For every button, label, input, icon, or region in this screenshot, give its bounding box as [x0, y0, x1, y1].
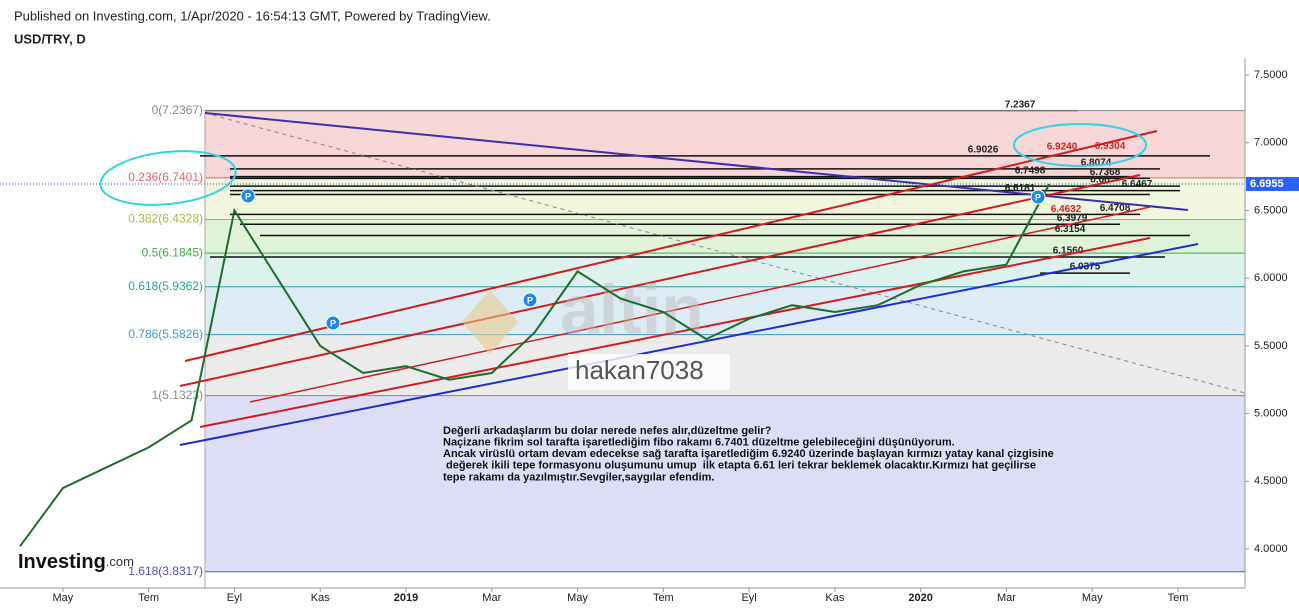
y-tick-label: 4.0000	[1254, 543, 1288, 555]
marker-label: P	[245, 191, 251, 201]
level-label: 6.8074	[1081, 157, 1112, 168]
header-symbol: USD/TRY, D	[14, 31, 86, 46]
watermarks: altin hakan7038	[462, 270, 730, 390]
header-published: Published on Investing.com, 1/Apr/2020 -…	[14, 8, 491, 23]
fib-band	[205, 253, 1245, 287]
y-tick-label: 6.0000	[1254, 272, 1288, 284]
trend-lines	[179, 112, 1246, 446]
x-tick-label: Kas	[311, 592, 330, 604]
y-tick-label: 7.0000	[1254, 137, 1288, 149]
fib-label: 1(5.1323)	[152, 388, 203, 402]
marker	[240, 188, 256, 204]
marker-label: P	[1035, 192, 1041, 202]
channel-line	[179, 174, 1141, 387]
x-tick-label: Tem	[1168, 592, 1189, 604]
last-price-box	[1246, 176, 1299, 191]
highlight-ellipse	[99, 150, 237, 206]
red-level-label: 6.4632	[1051, 204, 1082, 215]
logo-main: Investing	[18, 551, 106, 573]
author: hakan7038	[575, 355, 704, 385]
logo: Investing.com	[18, 551, 134, 573]
x-tick-label: May	[1082, 592, 1103, 604]
fib-label: 0(7.2367)	[152, 103, 203, 117]
fib-band	[205, 219, 1245, 254]
x-tick-label: Kas	[825, 592, 844, 604]
dashed-line	[204, 112, 1246, 394]
x-tick-label: 2020	[908, 592, 932, 604]
x-tick-label: Eyl	[741, 592, 756, 604]
channel-line	[184, 130, 1158, 362]
series	[19, 183, 1051, 547]
highlight-ellipse	[1013, 123, 1147, 167]
x-tick-label: May	[52, 592, 73, 604]
x-tick-label: Mar	[482, 592, 501, 604]
fib-label: 0.382(6.4328)	[128, 212, 203, 226]
watermark: altin	[560, 270, 704, 348]
logo-suffix: .com	[106, 554, 134, 569]
level-label: 6.3154	[1055, 224, 1086, 235]
trend-line	[204, 112, 1189, 211]
marker-label: P	[330, 318, 336, 328]
red-level-label: 6.9304	[1095, 141, 1126, 152]
note-line: tepe rakamı da yazılmıştır.Sevgiler,sayg…	[443, 471, 714, 483]
x-tick-label: Mar	[997, 592, 1016, 604]
level-label: 6.6181	[1005, 183, 1036, 194]
x-tick-label: Eyl	[227, 592, 242, 604]
marker	[325, 315, 341, 331]
watermark-icon	[462, 290, 518, 354]
axes: 4.0000 4.5000 5.0000 5.5000 6.0000 6.5000 7.00…	[0, 58, 1299, 604]
marker	[522, 292, 538, 308]
channel-line	[249, 206, 1151, 403]
level-label: 6.6467	[1122, 179, 1153, 190]
level-label: 6.4708	[1100, 203, 1131, 214]
note: Değerli arkadaşlarım bu dolar nerede nef…	[443, 425, 1054, 483]
x-tick-label: May	[567, 592, 588, 604]
level-label: 6.7368	[1090, 167, 1121, 178]
x-tick-label: Tem	[138, 592, 159, 604]
y-tick-label: 5.5000	[1254, 340, 1288, 352]
fib-label: 0.5(6.1845)	[142, 245, 203, 259]
red-level-label: 6.9240	[1047, 142, 1078, 153]
level-label: 6.68	[1090, 175, 1110, 186]
author-box	[568, 354, 730, 390]
y-tick-label: 4.5000	[1254, 475, 1288, 487]
last-price-label: 6.6955	[1250, 178, 1284, 190]
y-tick-label: 7.5000	[1254, 69, 1288, 81]
note-line: Ancak virüslü ortam devam edecekse sağ t…	[443, 448, 1054, 460]
note-line: Değerli arkadaşlarım bu dolar nerede nef…	[443, 425, 772, 437]
y-tick-label: 6.5000	[1254, 204, 1288, 216]
level-label: 6.1560	[1053, 246, 1084, 257]
marker	[1030, 189, 1046, 205]
fib-label: 1.618(3.8317)	[128, 564, 203, 578]
price-line	[19, 183, 1051, 547]
channel-line	[199, 237, 1151, 428]
fib-label: 0.786(5.5826)	[128, 327, 203, 341]
level-label: 6.3979	[1057, 213, 1088, 224]
level-label: 6.9026	[968, 145, 999, 156]
x-tick-label: 2019	[394, 592, 418, 604]
note-line: Naçizane fikrim sol tarafta işaretlediği…	[443, 437, 955, 449]
fib-band	[205, 286, 1245, 335]
fib-label: 0.618(5.9362)	[128, 279, 203, 293]
x-tick-label: Tem	[653, 592, 674, 604]
fib-band	[205, 395, 1245, 572]
level-label: 6.7498	[1015, 165, 1046, 176]
note-line: değerek ikili tepe formasyonu oluşumunu …	[443, 460, 1036, 472]
level-label: 7.2367	[1005, 99, 1036, 110]
fib-label: 0.236(6.7401)	[128, 170, 203, 184]
y-tick-label: 5.0000	[1254, 407, 1288, 419]
marker-label: P	[527, 295, 533, 305]
trend-line	[179, 243, 1199, 446]
annotations: P P P P	[99, 123, 1147, 331]
